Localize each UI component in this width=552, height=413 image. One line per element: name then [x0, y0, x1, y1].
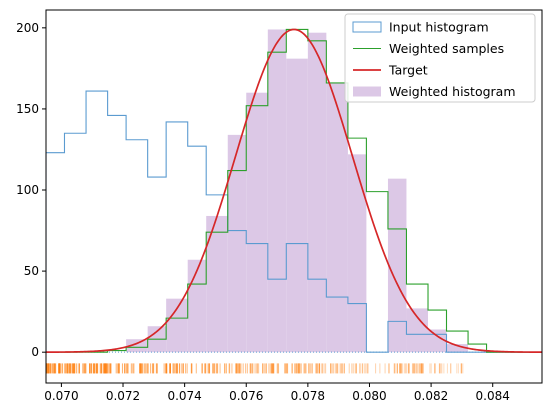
x-tick-label: 0.084	[476, 389, 510, 403]
y-axis: 0 50 100 150 200	[16, 21, 46, 359]
histogram-bar	[166, 299, 188, 353]
legend-label: Weighted histogram	[389, 84, 516, 99]
legend-label: Target	[388, 63, 428, 78]
legend-swatch-weighted-histogram	[353, 87, 381, 97]
histogram-bar	[286, 59, 308, 353]
histogram-bar	[268, 29, 286, 352]
histogram-bar	[188, 260, 206, 352]
x-tick-label: 0.076	[229, 389, 263, 403]
histogram-bar	[348, 154, 366, 352]
x-tick-label: 0.070	[44, 389, 78, 403]
legend-label: Weighted samples	[389, 41, 504, 56]
y-tick-label: 100	[16, 183, 39, 197]
histogram-bar	[406, 308, 428, 352]
histogram-bar	[326, 83, 348, 352]
y-tick-label: 200	[16, 21, 39, 35]
histogram-bar	[388, 179, 406, 353]
sample-rug	[46, 363, 463, 373]
x-axis: 0.070 0.072 0.074 0.076 0.078 0.080 0.082 0.084	[44, 383, 510, 403]
legend-label: Input histogram	[389, 20, 489, 35]
histogram-bar	[308, 33, 326, 352]
x-tick-label: 0.078	[291, 389, 325, 403]
y-tick-label: 50	[24, 264, 39, 278]
x-tick-label: 0.080	[352, 389, 386, 403]
histogram-bar	[246, 93, 268, 352]
x-tick-label: 0.074	[167, 389, 201, 403]
histogram-bar	[228, 135, 246, 352]
x-tick-label: 0.082	[414, 389, 448, 403]
y-tick-label: 0	[31, 345, 39, 359]
legend: Input histogram Weighted samples Target Wei…	[345, 14, 535, 102]
x-tick-label: 0.072	[106, 389, 140, 403]
y-tick-label: 150	[16, 102, 39, 116]
